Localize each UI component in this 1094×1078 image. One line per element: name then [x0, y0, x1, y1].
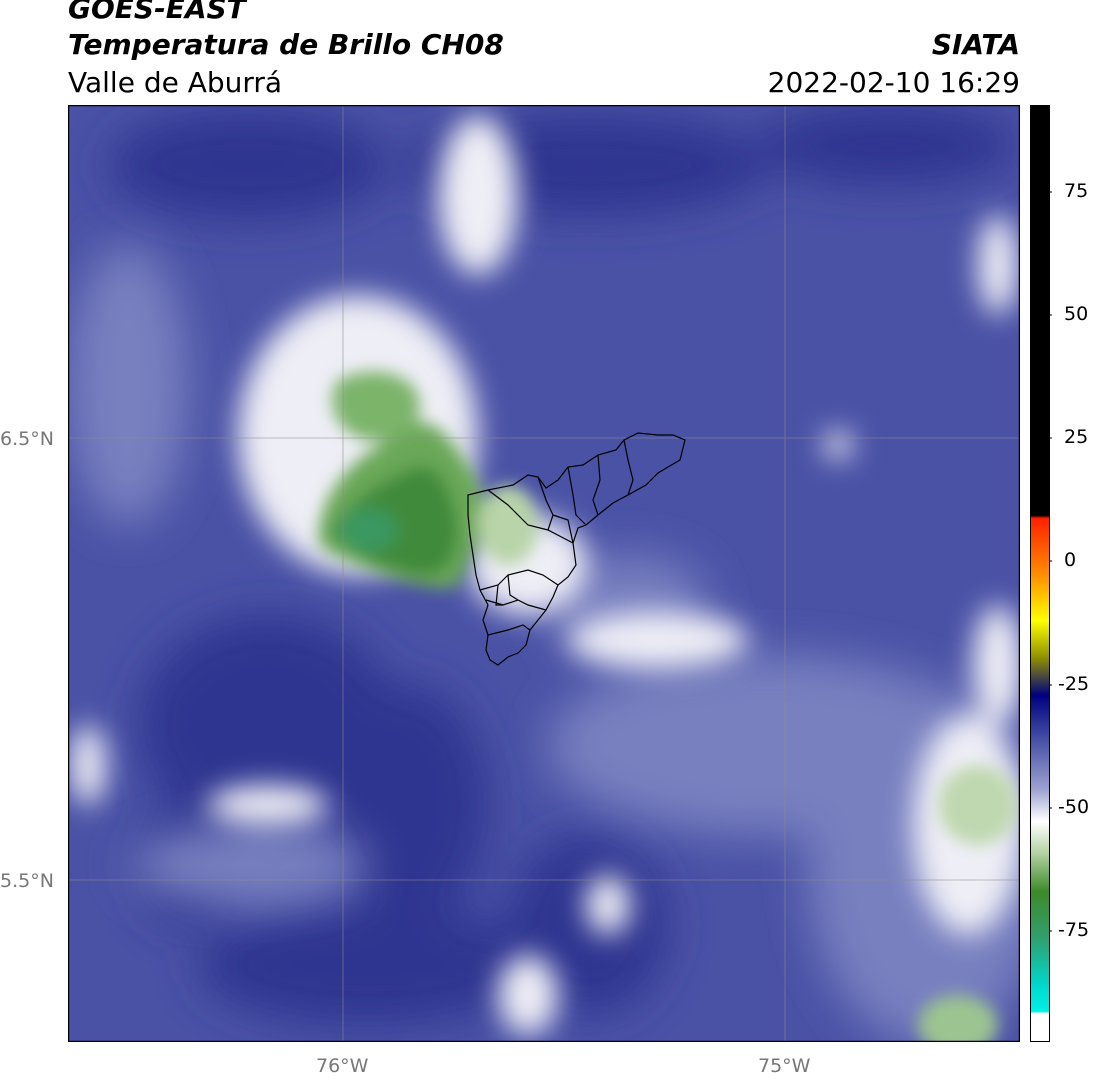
title-product: Temperatura de Brillo CH08	[68, 28, 504, 61]
colorbar-tick-25: 25	[1064, 426, 1089, 448]
lat-label-5-5: 5.5°N	[0, 870, 54, 892]
colorbar-gradient	[1030, 105, 1050, 1042]
lat-label-6-5: 6.5°N	[0, 428, 54, 450]
map-frame	[68, 105, 1020, 1042]
title-region: Valle de Aburrá	[68, 66, 283, 99]
colorbar-tick-neg75: -75	[1058, 919, 1090, 941]
graticule	[68, 105, 1020, 1042]
colorbar-tick-75: 75	[1064, 180, 1089, 202]
datetime-label: 2022-02-10 16:29	[767, 66, 1020, 99]
colorbar-tick-50: 50	[1064, 303, 1089, 325]
lon-label-75w: 75°W	[758, 1055, 811, 1077]
title-satellite: GOES-EAST	[68, 0, 246, 25]
colorbar-tick-0: 0	[1064, 549, 1077, 571]
municipal-boundaries	[467, 432, 686, 666]
green-core	[318, 371, 1018, 1042]
colorbar	[1030, 105, 1052, 1042]
satellite-map	[68, 105, 1020, 1042]
lon-label-76w: 76°W	[316, 1055, 369, 1077]
agency-label: SIATA	[931, 28, 1020, 61]
colorbar-tick-neg25: -25	[1058, 673, 1090, 695]
colorbar-tick-neg50: -50	[1058, 796, 1090, 818]
colorbar-tick-marks	[1050, 191, 1052, 932]
